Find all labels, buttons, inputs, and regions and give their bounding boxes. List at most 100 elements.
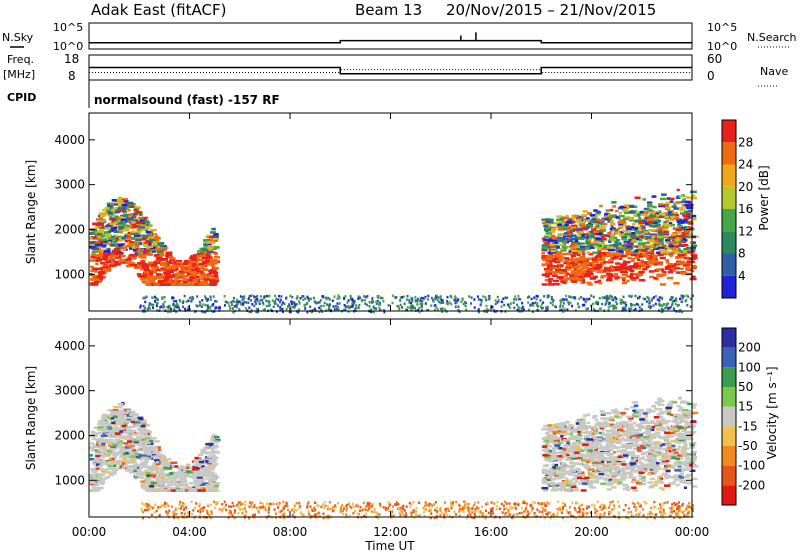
echo-cell — [114, 215, 119, 218]
echo-cell — [623, 302, 626, 305]
echo-cell — [296, 295, 299, 298]
echo-cell — [134, 416, 140, 419]
echo-cell — [131, 257, 137, 260]
echo-cell — [632, 251, 639, 254]
echo-cell — [494, 299, 497, 302]
echo-cell — [614, 229, 618, 232]
echo-cell — [646, 257, 651, 260]
echo-cell — [253, 295, 255, 298]
echo-cell — [622, 281, 626, 285]
echo-cell — [99, 477, 103, 480]
echo-cell — [119, 430, 124, 433]
echo-cell — [638, 279, 646, 282]
echo-cell — [585, 307, 588, 311]
echo-cell — [650, 252, 655, 255]
power-colorbar-tick: 4 — [738, 269, 746, 283]
echo-cell — [588, 252, 594, 256]
echo-cell — [553, 265, 559, 268]
echo-cell — [267, 300, 270, 303]
echo-cell — [304, 297, 307, 300]
echo-cell — [165, 260, 172, 264]
echo-cell — [686, 206, 694, 210]
echo-cell — [98, 440, 104, 443]
echo-cell — [126, 234, 132, 237]
echo-cell — [137, 226, 145, 229]
echo-cell — [261, 298, 263, 302]
echo-cell — [680, 232, 684, 235]
echo-cell — [212, 280, 218, 284]
echo-cell — [92, 250, 98, 254]
echo-cell — [551, 274, 558, 277]
echo-cell — [241, 302, 244, 305]
echo-cell — [90, 269, 96, 273]
echo-cell — [92, 247, 100, 251]
echo-cell — [672, 264, 676, 267]
echo-cell — [281, 307, 284, 311]
y-tick-label: 4000 — [54, 133, 85, 147]
echo-cell — [642, 198, 647, 201]
echo-cell — [549, 266, 553, 269]
echo-cell — [453, 298, 456, 302]
echo-cell — [188, 482, 194, 485]
echo-cell — [546, 305, 549, 309]
echo-cell — [164, 273, 170, 276]
echo-cell — [597, 252, 604, 255]
echo-cell — [592, 307, 595, 311]
echo-cell — [92, 236, 98, 240]
echo-cell — [124, 233, 131, 236]
echo-cell — [155, 297, 158, 300]
echo-cell — [334, 305, 337, 308]
echo-cell — [606, 299, 609, 302]
echo-cell — [625, 248, 632, 252]
echo-cell — [503, 303, 506, 307]
echo-cell — [101, 271, 105, 275]
echo-cell — [559, 309, 561, 312]
echo-cell — [113, 468, 119, 471]
echo-cell — [97, 223, 104, 227]
echo-cell — [486, 308, 489, 311]
echo-cell — [119, 231, 123, 234]
echo-cell — [166, 278, 173, 281]
echo-cell — [344, 305, 347, 308]
beam-label: Beam 13 — [355, 1, 422, 19]
echo-cell — [236, 301, 239, 305]
echo-cell — [127, 219, 131, 223]
power-colorbar-segment — [722, 209, 736, 232]
echo-cell — [473, 306, 476, 309]
echo-cell — [664, 224, 671, 227]
echo-cell — [119, 415, 126, 419]
echo-cell — [547, 278, 554, 281]
echo-cell — [578, 305, 581, 309]
echo-cell — [96, 460, 102, 463]
echo-cell — [213, 275, 219, 278]
echo-cell — [675, 271, 683, 274]
echo-cell — [560, 280, 566, 283]
echo-cell — [122, 465, 129, 468]
echo-cell — [581, 266, 586, 269]
echo-cell — [667, 270, 674, 274]
echo-cell — [530, 302, 533, 306]
echo-cell — [634, 249, 638, 252]
echo-cell — [153, 283, 160, 286]
echo-cell — [488, 297, 491, 300]
echo-cell — [611, 304, 614, 308]
echo-cell — [668, 197, 675, 201]
echo-cell — [440, 307, 443, 311]
echo-cell — [690, 244, 698, 247]
echo-cell — [99, 228, 103, 232]
echo-cell — [298, 300, 300, 303]
echo-cell — [657, 241, 661, 245]
echo-cell — [147, 261, 154, 265]
echo-cell — [154, 459, 160, 462]
echo-cell — [559, 299, 562, 302]
echo-cell — [659, 212, 666, 216]
echo-cell — [343, 304, 346, 307]
echo-cell — [574, 309, 577, 312]
echo-cell — [118, 227, 125, 230]
echo-cell — [126, 224, 131, 228]
echo-cell — [206, 234, 213, 238]
echo-cell — [263, 295, 266, 298]
echo-cell — [146, 476, 154, 479]
nave-line — [89, 69, 692, 73]
echo-cell — [182, 278, 188, 281]
